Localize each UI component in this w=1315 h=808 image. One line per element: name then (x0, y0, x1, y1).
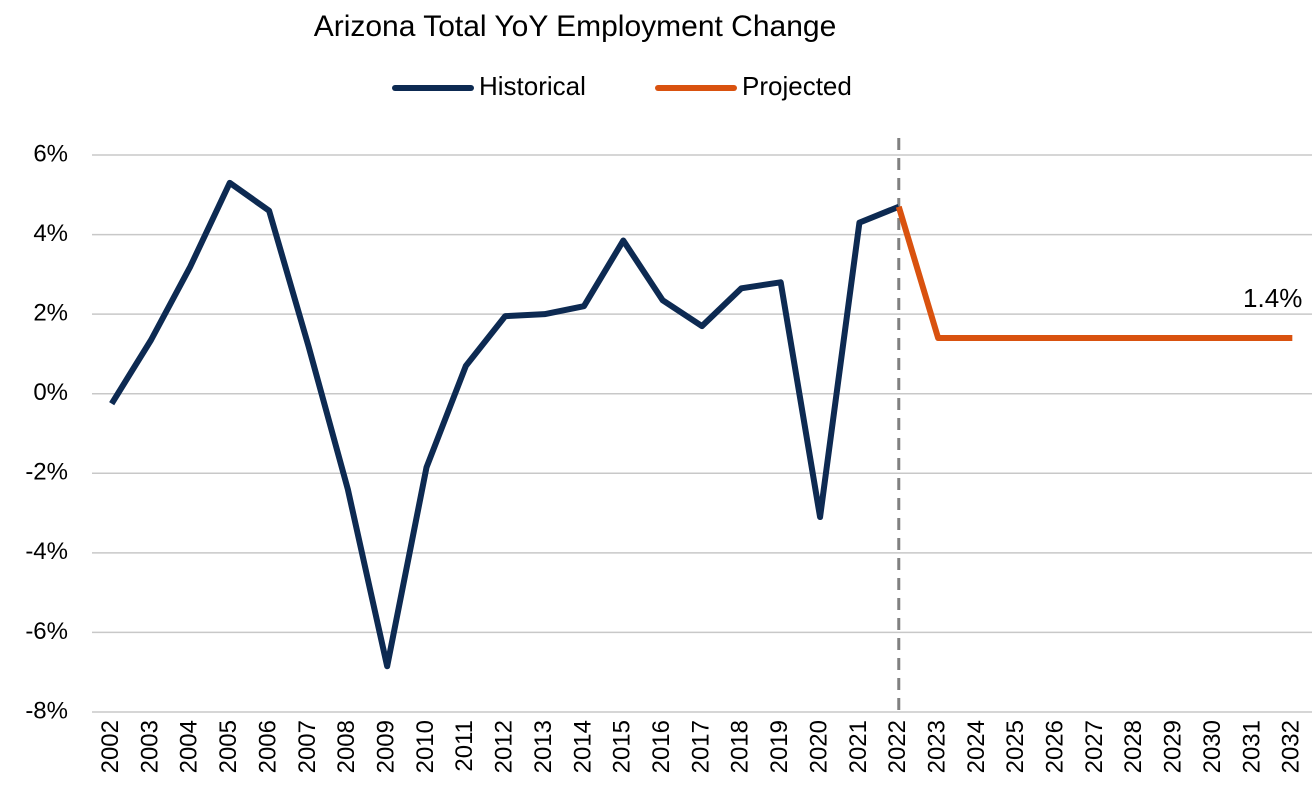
x-tick-label: 2002 (97, 720, 124, 773)
y-tick-label: -6% (25, 618, 68, 645)
y-tick-label: 0% (33, 379, 68, 406)
x-tick-label: 2020 (805, 720, 832, 773)
series-line (109, 179, 900, 670)
x-tick-label: 2019 (766, 720, 793, 773)
legend-label: Projected (742, 71, 852, 101)
y-tick-label: 4% (33, 220, 68, 247)
y-tick-label: -8% (25, 697, 68, 724)
x-tick-label: 2027 (1081, 720, 1108, 773)
x-tick-label: 2026 (1042, 720, 1069, 773)
y-tick-label: -4% (25, 538, 68, 565)
y-tick-label: 2% (33, 299, 68, 326)
x-tick-label: 2003 (136, 720, 163, 773)
x-tick-label: 2007 (294, 720, 321, 773)
x-tick-label: 2009 (373, 720, 400, 773)
x-tick-label: 2005 (215, 720, 242, 773)
x-tick-label: 2013 (530, 720, 557, 773)
x-tick-label: 2017 (687, 720, 714, 773)
y-tick-label: 6% (33, 140, 68, 167)
x-tick-label: 2031 (1238, 720, 1265, 773)
x-tick-label: 2030 (1199, 720, 1226, 773)
x-tick-label: 2016 (648, 720, 675, 773)
x-tick-label: 2014 (569, 720, 596, 773)
chart-title: Arizona Total YoY Employment Change (314, 10, 837, 43)
x-tick-label: 2029 (1160, 720, 1187, 773)
legend-label: Historical (479, 71, 586, 101)
x-tick-label: 2024 (963, 720, 990, 773)
x-tick-label: 2004 (176, 720, 203, 773)
x-tick-label: 2006 (254, 720, 281, 773)
x-tick-label: 2025 (1002, 720, 1029, 773)
x-tick-label: 2032 (1278, 720, 1305, 773)
y-tick-label: -2% (25, 459, 68, 486)
data-label: 1.4% (1243, 283, 1302, 313)
x-tick-label: 2011 (451, 720, 478, 772)
x-tick-label: 2018 (727, 720, 754, 773)
x-tick-label: 2022 (884, 720, 911, 773)
x-tick-label: 2015 (609, 720, 636, 773)
x-tick-label: 2012 (491, 720, 518, 773)
x-tick-label: 2023 (923, 720, 950, 773)
x-tick-label: 2021 (845, 720, 872, 773)
x-tick-label: 2008 (333, 720, 360, 773)
x-tick-label: 2010 (412, 720, 439, 773)
series-line (895, 205, 1293, 342)
x-tick-label: 2028 (1120, 720, 1147, 773)
